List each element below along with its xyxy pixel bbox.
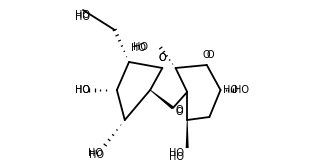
Polygon shape (150, 90, 174, 109)
Text: HO: HO (131, 43, 146, 53)
Text: HO: HO (234, 85, 249, 95)
Text: HO: HO (223, 85, 238, 95)
Text: O: O (203, 50, 211, 60)
Text: HO: HO (89, 150, 105, 160)
Text: O: O (206, 50, 214, 60)
Text: HO: HO (169, 148, 184, 158)
Text: O: O (158, 53, 166, 63)
Text: HO: HO (75, 85, 90, 95)
Text: HO: HO (75, 12, 90, 22)
Text: HO: HO (75, 10, 90, 20)
Text: HO: HO (75, 85, 90, 95)
Text: O: O (175, 107, 183, 117)
Text: O: O (158, 53, 166, 63)
Text: HO: HO (88, 148, 103, 158)
Polygon shape (186, 120, 189, 148)
Text: O: O (175, 105, 183, 115)
Text: HO: HO (169, 152, 184, 162)
Text: HO: HO (133, 42, 148, 52)
